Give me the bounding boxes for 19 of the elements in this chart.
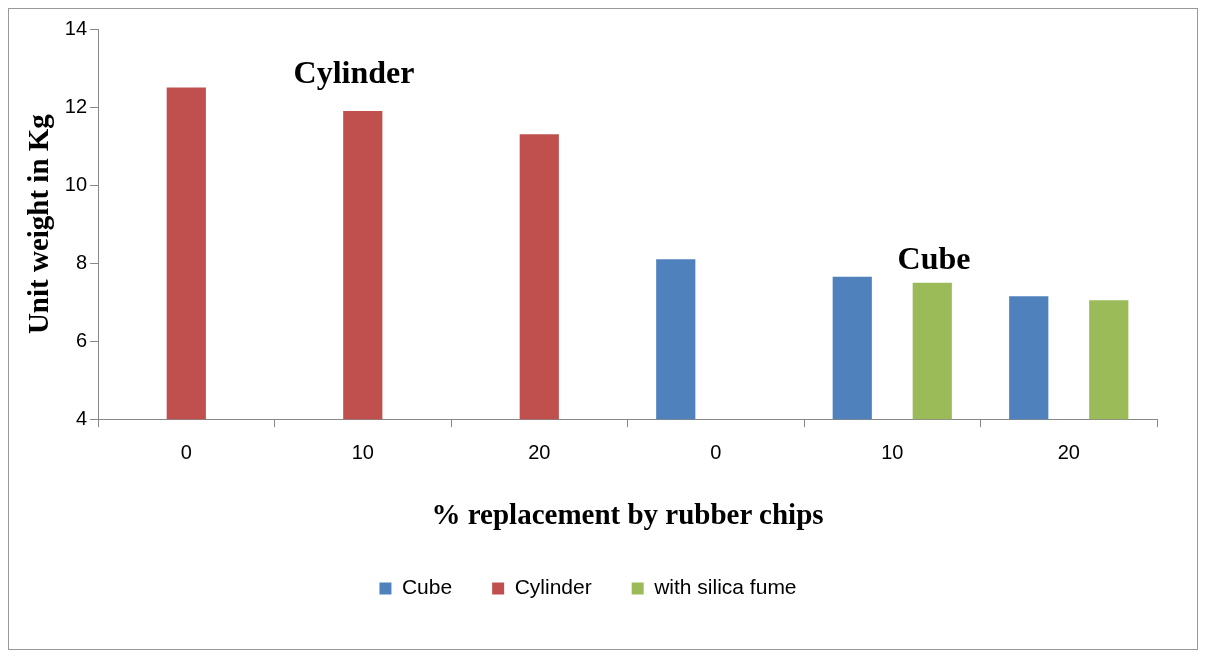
annotation: Cylinder	[293, 54, 415, 91]
x-tick-label: 20	[1057, 440, 1080, 463]
x-tick-label: 0	[710, 440, 722, 463]
y-tick-label: 14	[64, 16, 88, 39]
y-tick-label: 4	[75, 406, 88, 429]
x-tick-label: 10	[881, 440, 904, 463]
y-tick-label: 6	[75, 328, 88, 351]
legend-label: Cylinder	[514, 575, 592, 599]
y-axis-title: Unit weight in Kg	[21, 113, 54, 335]
annotation: Cube	[897, 240, 971, 277]
x-tick-label: 0	[180, 440, 192, 463]
y-tick-label: 8	[75, 250, 88, 273]
legend-label: Cube	[401, 575, 453, 599]
y-tick-label: 10	[64, 172, 88, 195]
x-tick-label: 10	[351, 440, 374, 463]
x-tick-label: 20	[528, 440, 551, 463]
legend-label: with silica fume	[653, 575, 797, 599]
x-axis-title: % replacement by rubber chips	[431, 498, 824, 531]
y-tick-label: 12	[64, 94, 88, 117]
